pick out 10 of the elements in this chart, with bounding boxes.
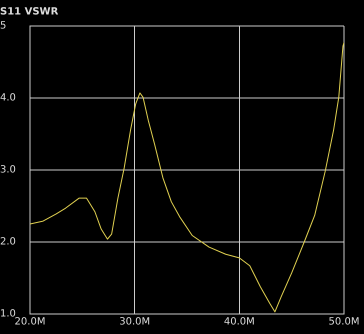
chart-title: S11 VSWR: [0, 6, 59, 18]
y-tick-label: 3.0: [0, 164, 16, 176]
x-tick-label: 40.0M: [224, 316, 255, 328]
y-tick-label: 5: [0, 20, 6, 32]
x-tick-label: 20.0M: [14, 316, 46, 328]
y-tick-label: 2.0: [0, 236, 16, 248]
x-tick-label: 50.0M: [328, 316, 360, 328]
y-tick-label: 1.0: [0, 308, 16, 320]
y-tick-label: 4.0: [0, 92, 16, 104]
x-tick-label: 30.0M: [119, 316, 150, 328]
